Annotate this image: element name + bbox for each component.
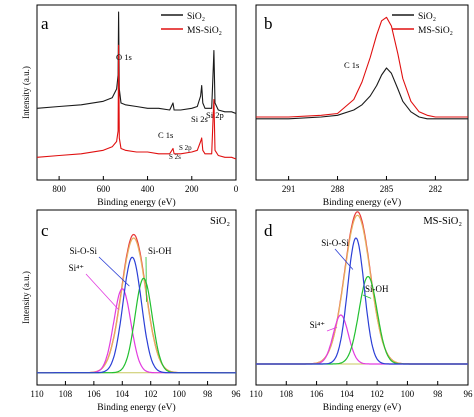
x-tick-label: 400 [141,184,155,194]
series-line [36,11,237,115]
peak-annotation: O 1s [116,52,132,62]
fit-component-line [256,275,468,365]
x-tick-label: 98 [203,389,213,399]
x-axis-label: Binding energy (eV) [323,402,401,413]
x-tick-label: 108 [280,389,294,399]
x-tick-label: 96 [464,389,474,399]
x-tick-label: 100 [172,389,186,399]
x-tick-label: 288 [331,184,345,194]
peak-annotation: Si 2p [206,110,224,120]
legend-entry: SiO₂ [418,12,436,22]
x-tick-label: 291 [282,184,296,194]
x-tick-label: 600 [97,184,111,194]
panel-letter: a [41,14,49,33]
panel-d: 110 108 106 104 102 100 98 96 Binding energy (eV… [249,209,474,413]
x-tick-label: 100 [401,389,415,399]
x-tick-label: 106 [310,389,324,399]
x-tick-label: 108 [59,389,73,399]
legend-entry: MS-SiO₂ [187,26,222,36]
panel-b: 291 288 285 282 Binding energy (eV) b SiO₂ MS-S… [255,4,469,208]
plot-frame [255,4,469,181]
peak-annotation: C 1s [344,60,359,70]
x-tick-label: 106 [87,389,101,399]
peak-annotation: S 2p [179,144,192,152]
panel-a: 800 600 400 200 0 Binding energy (eV) Intensit… [21,4,239,208]
x-axis-label: Binding energy (eV) [97,402,175,413]
plot-frame [36,4,237,181]
leader-line [98,256,130,287]
peak-annotation: Si 2s [191,114,208,124]
leader-line [85,273,120,311]
component-label: Si-O-Si [321,238,349,248]
x-tick-label: 110 [30,389,44,399]
leader-line [326,326,338,332]
x-axis-label: Binding energy (eV) [97,197,175,208]
x-tick-label: 102 [370,389,384,399]
component-label: Si-O-Si [69,246,97,256]
panel-letter: d [264,221,273,240]
x-tick-label: 98 [433,389,443,399]
fit-component-line [37,277,236,374]
x-tick-label: 282 [429,184,443,194]
x-tick-label: 96 [232,389,242,399]
component-label: Si⁴⁺ [310,320,326,330]
leader-line [334,248,354,270]
x-tick-label: 800 [52,184,66,194]
component-label: Si-OH [365,284,389,294]
panel-title: MS-SiO₂ [423,216,462,227]
panel-letter: c [41,221,49,240]
x-tick-label: 110 [249,389,263,399]
x-tick-label: 285 [380,184,394,194]
plot-frame [255,209,469,386]
component-label: Si-OH [148,246,172,256]
fit-component-line [256,314,468,365]
series-line [256,16,468,118]
x-tick-label: 104 [116,389,130,399]
legend-entry: SiO₂ [187,12,205,22]
panel-c: 110 108 106 104 102 100 98 96 Binding energy (eV… [21,209,242,413]
panel-letter: b [264,14,273,33]
y-axis-label: Intensity (a.u.) [21,66,31,119]
x-axis-label: Binding energy (eV) [323,197,401,208]
x-tick-label: 104 [340,389,354,399]
panel-title: SiO₂ [210,216,230,227]
series-line [36,44,237,160]
fit-component-line [256,237,468,365]
component-label: Si⁴⁺ [69,263,85,273]
peak-annotation: C 1s [158,130,173,140]
fit-component-line [256,214,468,365]
series-line [256,67,468,120]
fit-component-line [37,256,236,374]
x-tick-label: 200 [185,184,199,194]
leader-line [362,294,372,299]
x-tick-label: 102 [144,389,158,399]
y-axis-label: Intensity (a.u.) [21,271,31,324]
x-tick-label: 0 [234,184,239,194]
legend-entry: MS-SiO₂ [418,26,453,36]
fit-component-line [256,211,468,365]
fit-component-line [37,288,236,374]
plot-frame [36,209,237,386]
peak-annotation: S 2s [169,153,181,161]
